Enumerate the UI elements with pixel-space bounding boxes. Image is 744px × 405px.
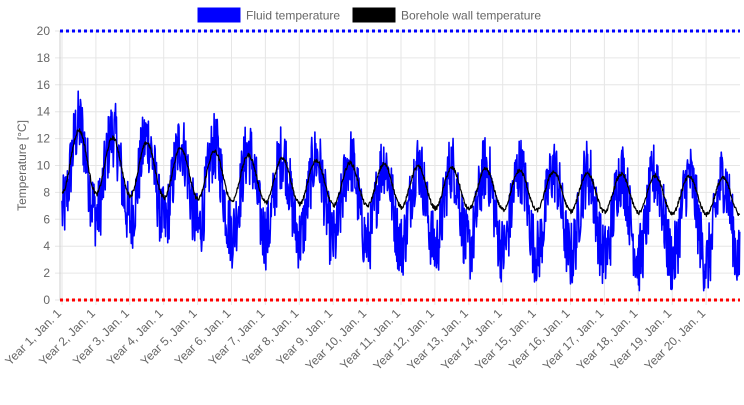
legend-label: Fluid temperature — [246, 9, 340, 23]
legend-label: Borehole wall temperature — [401, 9, 541, 23]
y-tick-label: 18 — [37, 51, 51, 65]
y-tick-label: 2 — [43, 266, 50, 280]
y-tick-label: 6 — [43, 212, 50, 226]
y-tick-label: 20 — [37, 24, 51, 38]
y-tick-label: 14 — [37, 105, 51, 119]
legend-swatch — [352, 7, 396, 23]
series-borehole-wall-temperature — [61, 128, 741, 218]
y-tick-label: 10 — [37, 159, 51, 173]
y-axis-title: Temperature [°C] — [15, 120, 29, 211]
y-tick-label: 8 — [43, 185, 50, 199]
x-tick-label: Year 20, Jan. 1 — [642, 306, 709, 373]
y-tick-label: 4 — [43, 239, 50, 253]
y-tick-label: 12 — [37, 132, 51, 146]
y-tick-label: 0 — [43, 293, 50, 307]
y-tick-label: 16 — [37, 78, 51, 92]
series-fluid-temperature — [61, 90, 741, 292]
legend-swatch — [197, 7, 241, 23]
